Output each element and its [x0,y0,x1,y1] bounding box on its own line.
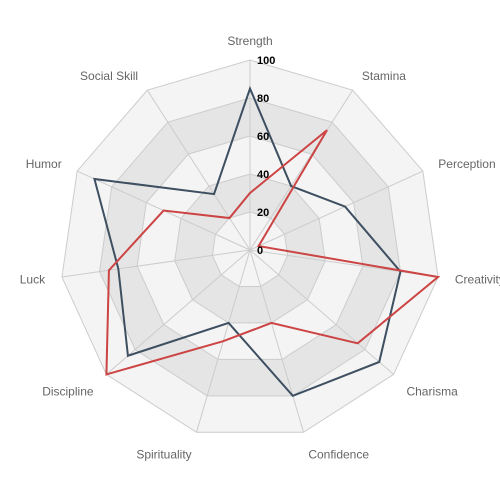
axis-label-creativity: Creativity [455,272,500,286]
axis-label-social-skill: Social Skill [80,69,138,83]
axis-label-spirituality: Spirituality [136,448,191,462]
tick-label-20: 20 [257,207,269,219]
axis-label-humor: Humor [26,157,62,171]
axis-label-charisma: Charisma [406,385,458,399]
tick-label-60: 60 [257,131,269,143]
tick-label-80: 80 [257,93,269,105]
axis-label-discipline: Discipline [42,385,94,399]
axis-label-luck: Luck [20,272,46,286]
tick-label-0: 0 [257,245,263,257]
tick-label-40: 40 [257,169,269,181]
tick-label-100: 100 [257,55,275,67]
axis-label-perception: Perception [438,157,495,171]
axis-label-strength: Strength [227,34,272,48]
axis-label-stamina: Stamina [362,69,406,83]
axis-label-confidence: Confidence [308,448,369,462]
